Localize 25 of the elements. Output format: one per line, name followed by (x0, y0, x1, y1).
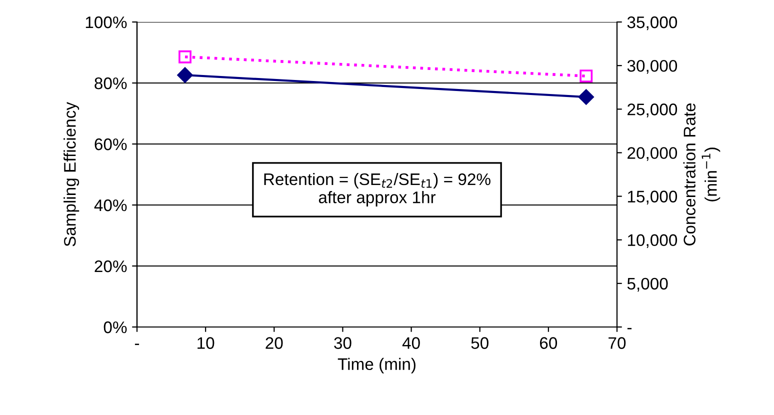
x-axis-title: Time (min) (338, 358, 416, 374)
y-tick-label: 0% (104, 321, 127, 334)
x-tick-label: 30 (334, 337, 352, 349)
y2-tick-label: 20,000 (628, 147, 678, 161)
x-tick-label: 60 (540, 337, 558, 349)
x-tick-label: 20 (266, 337, 283, 349)
y2-tick-label: 30,000 (627, 60, 678, 74)
x-tick-label: 10 (198, 337, 214, 349)
annotation: Retention = (SE$_{t2}$/SE$_{t1}$) = 92% after approx 1hr (264, 172, 490, 207)
x-tick-label: 40 (402, 337, 420, 349)
x-tick-label: 50 (471, 337, 488, 349)
y2-tick-label: 15,000 (628, 190, 678, 204)
y2-axis-title: Concentration Rate (min$^{−1}$) (683, 103, 720, 246)
y-tick-label: 60% (94, 138, 127, 150)
y2-tick-label: 25,000 (628, 104, 678, 118)
y2-tick-label: 35,000 (627, 16, 678, 30)
y-tick-label: 80% (94, 77, 127, 90)
y-tick-label: 100% (86, 16, 127, 28)
y-axis-title: Sampling Efficiency (64, 102, 80, 246)
y-tick-label: 40% (94, 199, 127, 212)
y-tick-label: 20% (94, 260, 127, 272)
x-tick-label: 70 (608, 337, 626, 349)
y2-tick-label: 10,000 (628, 234, 678, 248)
y2-tick-label: - (627, 328, 632, 330)
y2-tick-label: 5,000 (627, 278, 668, 292)
